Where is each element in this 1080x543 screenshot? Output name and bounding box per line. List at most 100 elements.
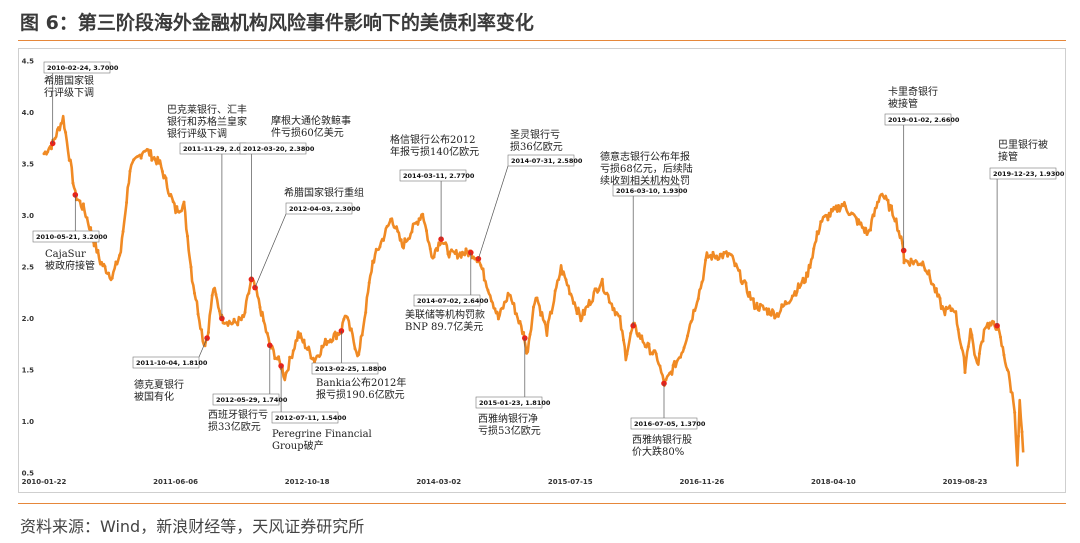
series-point [837, 204, 840, 207]
series-point [890, 204, 893, 208]
series-point [522, 331, 526, 334]
series-point [805, 271, 809, 275]
series-point [306, 347, 309, 351]
series-point [75, 198, 78, 202]
series-point [671, 363, 675, 367]
series-point [302, 338, 306, 342]
series-point [214, 292, 218, 296]
series-point [139, 156, 143, 160]
series-point [327, 340, 331, 344]
series-point [945, 307, 949, 311]
annotation-value-label: 2015-01-23, 1.8100 [479, 399, 551, 407]
series-point [425, 229, 428, 233]
series-point [658, 364, 662, 368]
series-point [371, 259, 375, 263]
series-point [436, 248, 439, 252]
series-point [403, 237, 407, 241]
annotation-note: 西雅纳银行净 [478, 412, 538, 425]
series-point [360, 333, 364, 337]
series-point [840, 202, 844, 206]
annotation-note: 年报亏损140亿欧元 [390, 145, 479, 158]
series-point [900, 241, 904, 245]
annotation-value-box [32, 230, 100, 243]
series-point [1009, 390, 1013, 394]
annotation-note: 希腊国家银行重组 [284, 186, 364, 199]
series-point [664, 378, 668, 382]
series-point [629, 331, 633, 335]
annotation-value-box [311, 362, 379, 375]
series-point [53, 137, 57, 140]
series-point [221, 321, 225, 325]
series-point [696, 297, 700, 301]
annotation-note: 报亏损190.6亿欧元 [316, 388, 405, 401]
series-point [643, 345, 647, 349]
series-point [378, 245, 382, 249]
series-point [277, 355, 281, 359]
series-point [560, 272, 564, 276]
series-point [557, 278, 561, 281]
series-point [607, 300, 611, 304]
series-point [81, 202, 85, 206]
series-point [822, 215, 826, 218]
x-tick-label: 2019-08-23 [943, 478, 988, 486]
annotation-value-box [399, 169, 467, 182]
annotation-value-label: 2010-02-24, 3.7000 [47, 64, 119, 72]
series-point [826, 218, 830, 222]
y-tick-label: 3.5 [22, 161, 35, 169]
x-tick-label: 2018-04-10 [811, 478, 856, 486]
series-point [597, 288, 601, 292]
series-point [564, 278, 568, 282]
series-point [443, 241, 446, 245]
series-point [193, 291, 196, 295]
series-point [210, 294, 214, 297]
series-point [586, 304, 590, 308]
series-point [396, 229, 400, 233]
series-point [471, 255, 475, 259]
series-point [406, 237, 410, 241]
series-point [776, 314, 780, 318]
series-point [883, 196, 886, 200]
annotation-note: 行评级下调 [44, 86, 94, 99]
annotation-value-label: 2011-11-29, 2.0000 [183, 145, 255, 153]
series-point [992, 320, 996, 324]
series-point [128, 169, 132, 173]
x-tick-label: 2011-06-06 [153, 478, 198, 486]
series-point [829, 207, 833, 211]
annotation-note: 损36亿欧元 [510, 140, 563, 153]
y-tick-label: 0.5 [22, 470, 35, 478]
series-point [247, 291, 251, 295]
series-point [500, 306, 504, 310]
series-point [125, 201, 129, 204]
series-point [265, 331, 269, 335]
series-point [769, 313, 773, 317]
series-point [414, 221, 417, 225]
series-point [906, 259, 909, 263]
series-point [353, 347, 357, 351]
series-point [808, 265, 812, 269]
annotation-value-label: 2010-05-21, 3.2000 [36, 233, 108, 241]
series-point [374, 247, 378, 251]
series-point [942, 308, 946, 312]
series-point [977, 352, 981, 356]
series-point [611, 308, 615, 312]
series-point [668, 371, 672, 375]
series-point [364, 310, 368, 314]
series-point [107, 271, 111, 275]
series-point [57, 126, 60, 130]
series-point [984, 325, 988, 329]
annotation-value-box [132, 356, 200, 369]
series-point [175, 205, 179, 209]
annotation-value-label: 2019-12-23, 1.9300 [993, 170, 1065, 178]
series-point [168, 194, 172, 198]
annotation-note: 价大跌80% [632, 445, 684, 458]
series-point [146, 148, 150, 152]
series-point [876, 200, 879, 204]
series-point [622, 338, 625, 342]
series-point [794, 293, 798, 297]
series-point [399, 238, 403, 242]
series-point [273, 357, 277, 361]
series-point [783, 300, 787, 304]
series-point [417, 217, 421, 221]
annotation-leader [478, 165, 509, 259]
x-tick-label: 2012-10-18 [285, 478, 330, 486]
